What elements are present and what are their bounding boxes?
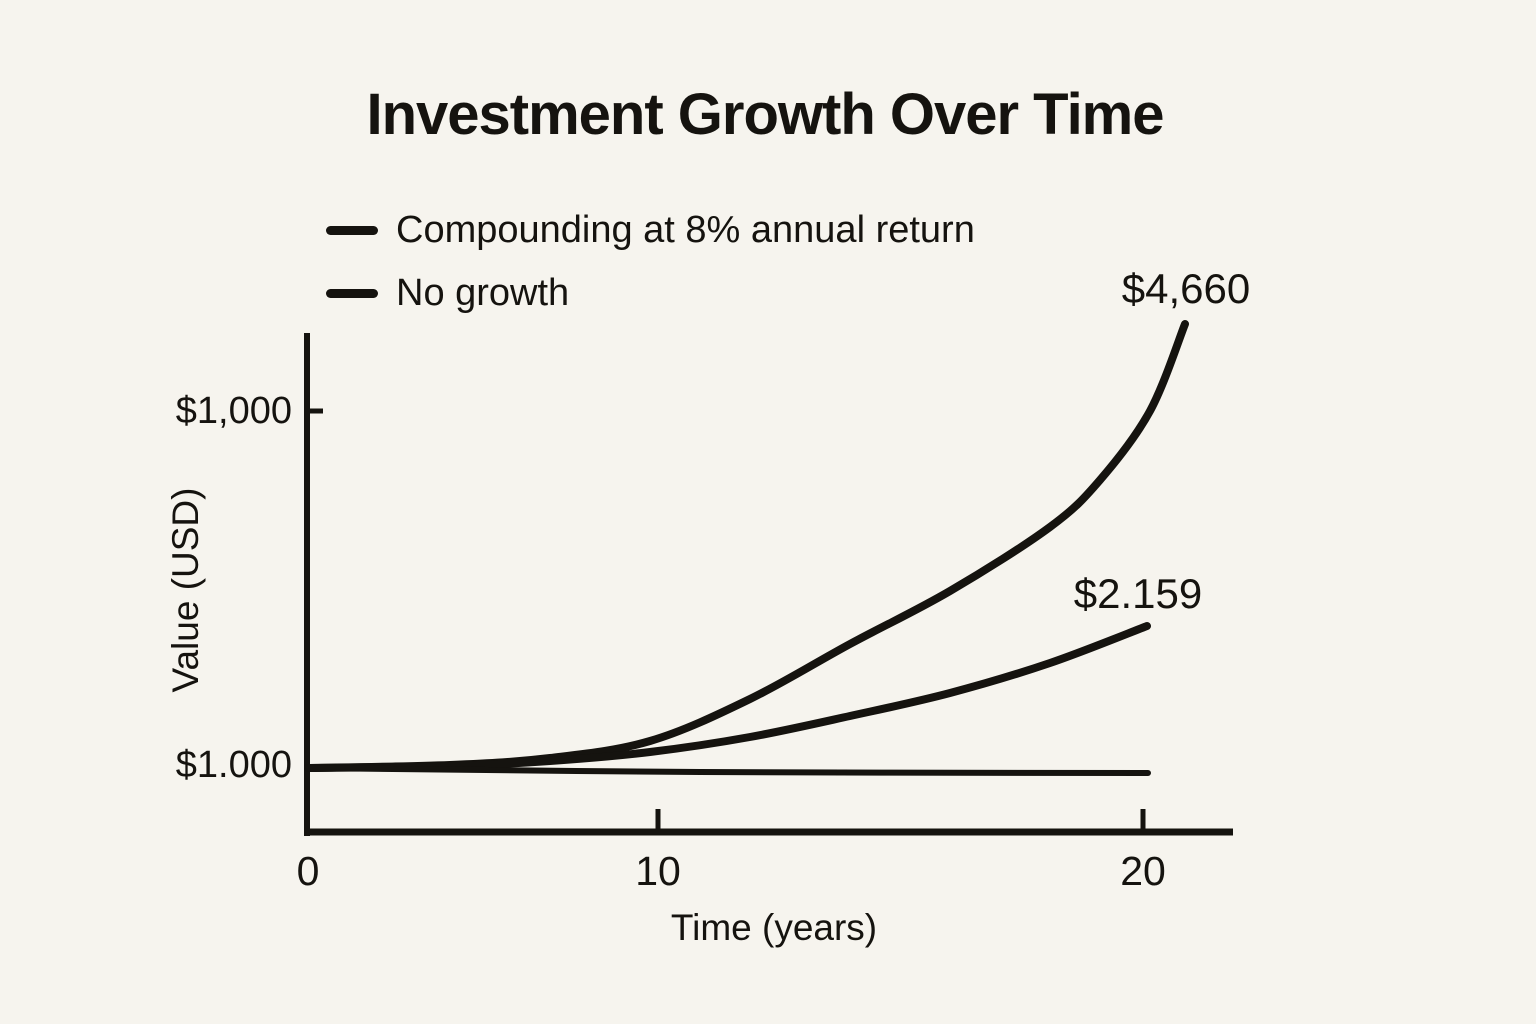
series-line-no-growth xyxy=(305,765,1151,776)
legend-label-compounding: Compounding at 8% annual return xyxy=(396,209,975,251)
x-tick-label-0: 0 xyxy=(296,848,320,894)
annotation-middle-end-value: $2.159 xyxy=(1073,570,1203,617)
legend-item-compounding: Compounding at 8% annual return xyxy=(326,208,975,252)
y-tick-label-upper: $1,000 xyxy=(175,390,292,432)
legend-item-no-growth: No growth xyxy=(326,271,569,315)
x-axis-title: Time (years) xyxy=(670,907,878,948)
x-tick-label-20: 20 xyxy=(1120,848,1166,894)
x-tick-label-10: 10 xyxy=(635,848,681,894)
series-line-middle xyxy=(304,622,1151,772)
y-axis-title: Value (USD) xyxy=(165,487,206,693)
series-line-compounding xyxy=(304,320,1189,772)
legend-label-no-growth: No growth xyxy=(396,272,570,314)
y-tick-label-lower: $1.000 xyxy=(175,744,292,786)
legend-swatch-compounding-icon xyxy=(326,225,378,235)
legend-swatch-no-growth-icon xyxy=(326,288,378,298)
annotation-compounding-end-value: $4,660 xyxy=(1121,265,1251,312)
chart-title: Investment Growth Over Time xyxy=(366,82,1164,147)
